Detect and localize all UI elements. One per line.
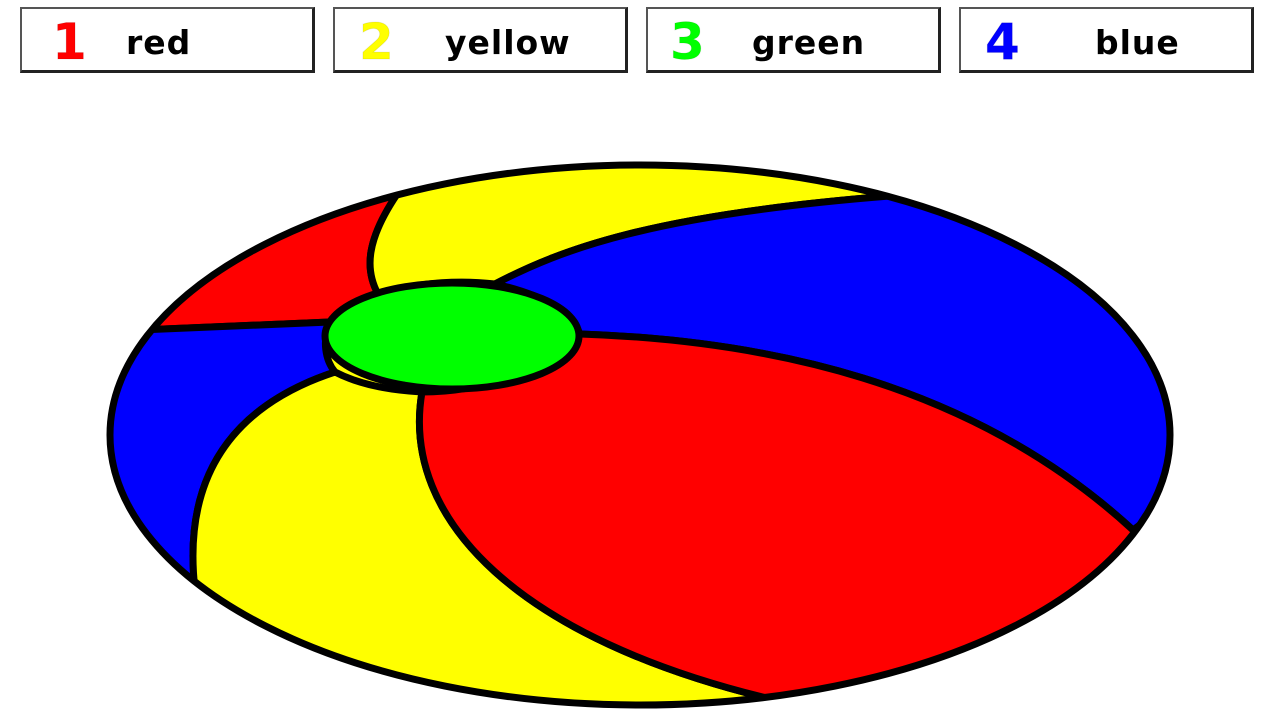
- swatch-label-blue: blue: [1095, 23, 1180, 62]
- color-palette: 1 red 2 yellow 3 green 4 blue: [20, 7, 1258, 77]
- swatch-label-yellow: yellow: [445, 23, 571, 62]
- swatch-number-4: 4: [985, 13, 1021, 71]
- swatch-yellow[interactable]: 2 yellow: [333, 7, 628, 73]
- swatch-number-3: 3: [670, 13, 706, 71]
- swatch-number-1: 1: [52, 13, 88, 71]
- swatch-label-red: red: [126, 23, 192, 62]
- swatch-number-2: 2: [359, 13, 395, 71]
- ball-outline: [106, 161, 1174, 709]
- swatch-green[interactable]: 3 green: [646, 7, 941, 73]
- center-green-cap[interactable]: [321, 279, 583, 393]
- swatch-red[interactable]: 1 red: [20, 7, 315, 73]
- swatch-label-green: green: [752, 23, 866, 62]
- swatch-blue[interactable]: 4 blue: [959, 7, 1254, 73]
